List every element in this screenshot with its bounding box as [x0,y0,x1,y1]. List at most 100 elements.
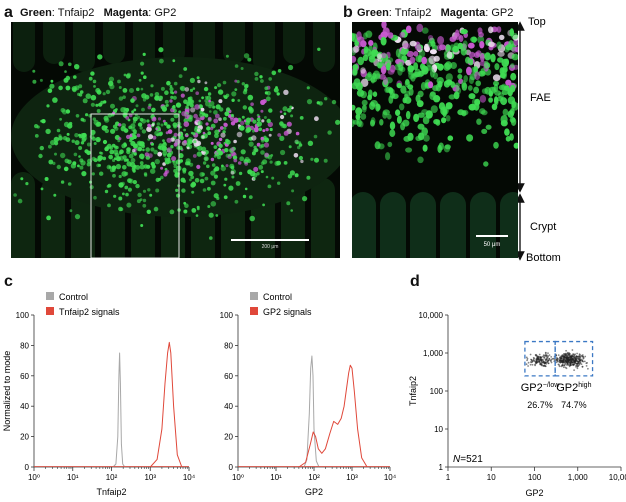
tnfaip2-cell [201,172,205,177]
tnfaip2-cell [69,209,73,213]
gp2-cell [387,32,394,39]
tnfaip2-cell [405,78,410,86]
tnfaip2-cell [56,128,61,133]
tnfaip2-cell [112,124,118,129]
tnfaip2-cell [249,215,255,222]
tnfaip2-cell [203,156,209,162]
tnfaip2-cell [290,209,294,212]
tnfaip2-cell [376,61,384,68]
tnfaip2-cell [126,149,131,155]
scatter-point [545,362,548,365]
tnfaip2-cell [175,102,182,108]
tnfaip2-cell [105,125,108,129]
gp2-cell [157,117,162,121]
micrograph-a-image: 200 μm [11,22,340,258]
tnfaip2-cell [99,171,104,176]
gp2-cell [293,153,299,158]
tnfaip2-cell [213,110,218,115]
tnfaip2-cell [122,95,126,99]
tnfaip2-cell [179,159,183,163]
gp2-cell [147,123,151,128]
tnfaip2-cell [306,175,311,180]
tnfaip2-cell [269,160,273,164]
scatter-point [576,365,579,368]
tnfaip2-cell [141,129,147,134]
tnfaip2-cell [115,108,118,111]
tnfaip2-cell [126,72,131,78]
tnfaip2-cell [95,136,101,143]
tnfaip2-cell [316,101,320,105]
tnfaip2-cell [82,98,88,104]
scatter-point [559,359,562,361]
tnfaip2-cell [461,110,467,117]
tnfaip2-cell [418,49,426,58]
gp2-cell [268,133,272,137]
tnfaip2-cell [265,175,269,179]
tnfaip2-cell [173,81,178,86]
x-tick-label: 10⁰ [28,473,40,482]
tnfaip2-cell [154,158,160,165]
tnfaip2-cell [263,135,267,139]
tnfaip2-cell [493,141,499,149]
tnfaip2-cell [262,203,265,207]
tnfaip2-cell [362,54,369,61]
series-line-gp2-signals [298,364,368,468]
gp2-cell [253,127,259,133]
scatter-point [579,361,582,364]
tnfaip2-cell [450,62,457,69]
scatter-point [573,361,576,364]
tnfaip2-cell [440,106,448,116]
tnfaip2-cell [225,138,229,143]
tnfaip2-cell [283,112,287,116]
tnfaip2-cell [73,75,77,79]
tnfaip2-cell [123,73,127,77]
tnfaip2-cell [73,152,78,157]
tnfaip2-cell [504,128,510,136]
panel-b-letter: b [343,4,353,21]
tnfaip2-cell [50,79,54,83]
tnfaip2-cell [38,153,43,159]
scatter-point [567,364,570,366]
tnfaip2-cell [132,169,136,173]
scatter-point [567,361,570,364]
tnfaip2-cell [245,117,251,123]
tnfaip2-cell [39,145,44,151]
tnfaip2-cell [176,146,181,150]
tnfaip2-cell [143,75,147,79]
gp2-cell [214,113,220,119]
tnfaip2-cell [119,207,124,212]
tnfaip2-cell [132,120,136,124]
tnfaip2-cell [158,47,164,53]
gp2-cell [218,117,222,121]
scatter-point [556,356,558,359]
gp2-cell [283,89,289,96]
tnfaip2-cell [40,187,44,191]
tnfaip2-cell [54,152,57,156]
gp2-cell [166,137,172,143]
tnfaip2-cell [133,152,137,156]
crypt-shape [470,192,496,258]
tnfaip2-cell [501,58,509,67]
tnfaip2-cell [102,92,106,96]
tnfaip2-cell [77,92,81,96]
scatter-point [525,356,528,359]
tnfaip2-cell [313,134,318,139]
tnfaip2-cell [214,152,218,155]
scatter-point [564,366,567,369]
tnfaip2-cell [207,205,211,208]
inset-box [90,113,180,258]
tnfaip2-cell [379,119,384,126]
tnfaip2-cell [74,85,80,91]
tnfaip2-cell [179,86,184,90]
scatter-point [538,359,541,361]
tnfaip2-cell [263,116,267,119]
y-tick-label: 1 [439,463,444,472]
series-line-tnfaip2-signals [149,341,183,468]
tnfaip2-cell [231,91,237,97]
tnfaip2-cell [183,201,187,205]
tnfaip2-cell [65,75,71,81]
gp2-cell [237,124,241,127]
tnfaip2-cell [185,105,189,110]
scatter-point [567,354,570,356]
tnfaip2-cell [247,169,253,175]
